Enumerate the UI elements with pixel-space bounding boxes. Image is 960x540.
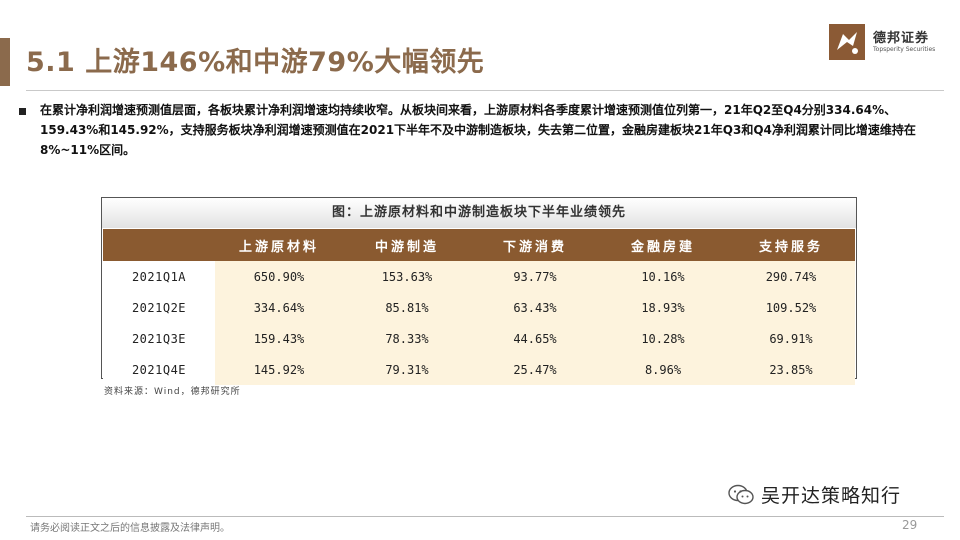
table-row: 2021Q3E 159.43% 78.33% 44.65% 10.28% 69.…: [103, 323, 855, 354]
table-cell: 145.92%: [215, 354, 343, 385]
table-cell: 93.77%: [471, 261, 599, 292]
table-cell: 85.81%: [343, 292, 471, 323]
logo-name-cn: 德邦证券: [873, 31, 930, 46]
title-divider: [26, 90, 944, 91]
table-cell: 334.64%: [215, 292, 343, 323]
table-cell: 79.31%: [343, 354, 471, 385]
column-header: 支持服务: [727, 229, 855, 261]
table-cell: 153.63%: [343, 261, 471, 292]
table-row: 2021Q2E 334.64% 85.81% 63.43% 18.93% 109…: [103, 292, 855, 323]
header-stub: [103, 229, 215, 261]
table-cell: 159.43%: [215, 323, 343, 354]
row-label: 2021Q1A: [103, 261, 215, 292]
table-row: 2021Q1A 650.90% 153.63% 93.77% 10.16% 29…: [103, 261, 855, 292]
page-number: 29: [902, 518, 918, 532]
page-title: 5.1 上游146%和中游79%大幅领先: [26, 47, 485, 78]
table-cell: 63.43%: [471, 292, 599, 323]
column-header: 中游制造: [343, 229, 471, 261]
data-figure: 图：上游原材料和中游制造板块下半年业绩领先 上游原材料 中游制造 下游消费 金融…: [101, 197, 857, 385]
figure-title: 图：上游原材料和中游制造板块下半年业绩领先: [102, 198, 856, 228]
table-cell: 10.28%: [599, 323, 727, 354]
footer-disclaimer: 请务必阅读正文之后的信息披露及法律声明。: [30, 523, 230, 534]
row-label: 2021Q4E: [103, 354, 215, 385]
figure-source: 资料来源：Wind，德邦研究所: [104, 387, 241, 397]
company-logo: 德邦证券 Topsperity Securities: [829, 24, 941, 64]
logo-name-en: Topsperity Securities: [873, 46, 936, 53]
table-cell: 10.16%: [599, 261, 727, 292]
table-cell: 23.85%: [727, 354, 855, 385]
table-cell: 8.96%: [599, 354, 727, 385]
table-cell: 44.65%: [471, 323, 599, 354]
wechat-icon: [728, 484, 754, 506]
logo-mark-icon: [829, 24, 865, 60]
wechat-account-name: 吴开达策略知行: [761, 485, 902, 507]
row-label: 2021Q3E: [103, 323, 215, 354]
summary-paragraph: 在累计净利润增速预测值层面，各板块累计净利润增速均持续收窄。从板块间来看，上游原…: [40, 103, 916, 157]
title-accent-bar: [0, 38, 10, 86]
table-cell: 109.52%: [727, 292, 855, 323]
bullet-square-icon: [19, 108, 26, 115]
table-row: 2021Q4E 145.92% 79.31% 25.47% 8.96% 23.8…: [103, 354, 855, 385]
table-cell: 650.90%: [215, 261, 343, 292]
footer-divider: [26, 516, 944, 517]
table-cell: 78.33%: [343, 323, 471, 354]
data-table: 上游原材料 中游制造 下游消费 金融房建 支持服务 2021Q1A 650.90…: [103, 229, 855, 385]
column-header: 金融房建: [599, 229, 727, 261]
column-header: 下游消费: [471, 229, 599, 261]
table-cell: 25.47%: [471, 354, 599, 385]
table-cell: 290.74%: [727, 261, 855, 292]
table-cell: 18.93%: [599, 292, 727, 323]
table-cell: 69.91%: [727, 323, 855, 354]
table-header-row: 上游原材料 中游制造 下游消费 金融房建 支持服务: [103, 229, 855, 261]
row-label: 2021Q2E: [103, 292, 215, 323]
column-header: 上游原材料: [215, 229, 343, 261]
